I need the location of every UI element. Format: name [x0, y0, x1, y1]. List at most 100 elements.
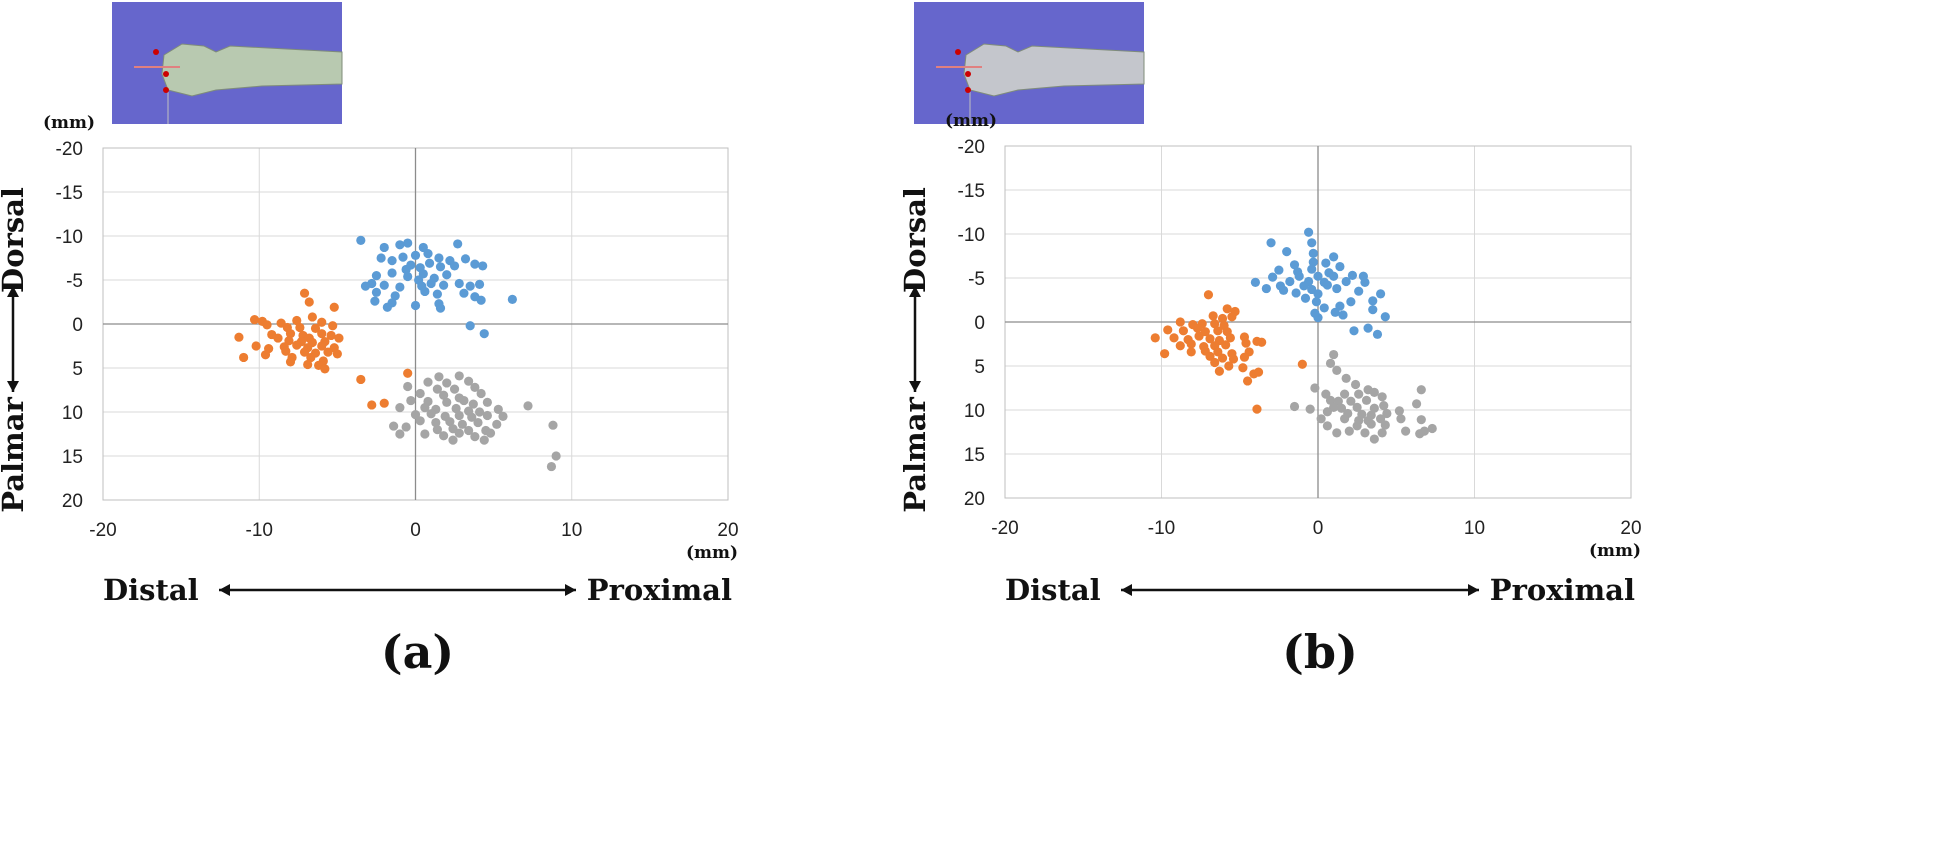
vertical-double-arrow-b — [909, 286, 921, 392]
data-point-blue — [1347, 270, 1358, 280]
y-tick-label: 5 — [974, 357, 985, 378]
data-point-blue — [460, 254, 471, 264]
data-point-blue — [474, 279, 485, 289]
y-tick-label: 20 — [964, 489, 985, 510]
data-point-blue — [478, 261, 488, 271]
y-tick-label: -20 — [958, 137, 985, 158]
data-point-gray — [470, 382, 480, 392]
data-point-gray — [546, 461, 557, 472]
data-point-orange — [1227, 312, 1237, 322]
data-point-gray — [479, 435, 489, 445]
data-point-orange — [1208, 311, 1218, 321]
data-point-blue — [370, 296, 380, 306]
data-point-orange — [356, 374, 366, 385]
y-tick-label: 0 — [72, 315, 83, 336]
data-point-gray — [1340, 389, 1350, 399]
data-point-orange — [317, 317, 327, 327]
y-tick-label: 5 — [72, 359, 83, 380]
data-point-gray — [439, 390, 449, 400]
data-point-orange — [303, 359, 313, 370]
data-point-orange — [1150, 333, 1160, 343]
data-point-orange — [403, 368, 413, 378]
data-point-blue — [1330, 307, 1340, 317]
proximal-label-b: Proximal — [1490, 573, 1635, 607]
caption-b: (b) — [1282, 625, 1358, 679]
data-point-blue — [1329, 252, 1339, 262]
data-point-orange — [367, 400, 377, 410]
y-tick-label: -15 — [56, 183, 83, 204]
horizontal-double-arrow-b — [1121, 584, 1479, 596]
data-point-orange — [1205, 334, 1215, 344]
data-point-gray — [1316, 414, 1326, 424]
data-point-gray — [464, 425, 474, 436]
data-point-blue — [470, 259, 480, 269]
data-point-gray — [1401, 426, 1411, 436]
data-point-gray — [420, 403, 430, 413]
data-point-gray — [1369, 434, 1379, 444]
data-point-gray — [442, 378, 452, 388]
data-point-blue — [1360, 277, 1370, 287]
data-point-blue — [1349, 326, 1359, 336]
data-point-blue — [403, 271, 413, 282]
y-tick-label: 10 — [964, 401, 985, 422]
data-point-gray — [459, 395, 469, 406]
data-point-orange — [307, 312, 317, 322]
data-point-gray — [485, 428, 496, 438]
data-point-orange — [1186, 339, 1196, 349]
data-point-gray — [1344, 426, 1354, 436]
y-unit-label-b: (mm) — [945, 111, 997, 131]
data-point-orange — [1194, 331, 1204, 341]
data-point-orange — [304, 297, 314, 307]
data-point-blue — [1307, 238, 1317, 248]
x-tick-label: 10 — [561, 520, 582, 541]
data-point-orange — [1210, 319, 1220, 329]
x-tick-label: 0 — [410, 520, 421, 541]
data-point-blue — [1363, 323, 1373, 333]
data-point-blue — [1278, 285, 1289, 295]
data-point-orange — [1239, 352, 1250, 362]
data-point-blue — [387, 268, 397, 278]
data-point-orange — [299, 288, 310, 298]
data-point-orange — [334, 333, 344, 343]
data-point-blue — [1372, 329, 1383, 339]
data-point-orange — [281, 346, 291, 356]
data-point-blue — [382, 302, 392, 312]
data-point-orange — [1297, 359, 1307, 369]
data-point-blue — [356, 235, 366, 245]
data-point-blue — [387, 256, 397, 266]
data-point-blue — [432, 289, 442, 299]
palmar-label-a: Palmar — [0, 396, 30, 512]
data-point-gray — [457, 419, 467, 429]
data-point-blue — [1299, 281, 1309, 291]
data-point-blue — [1368, 305, 1378, 315]
data-point-gray — [1340, 414, 1350, 424]
x-tick-label: -20 — [991, 518, 1018, 539]
data-point-orange — [262, 320, 272, 330]
data-point-blue — [1313, 289, 1323, 299]
data-point-blue — [465, 281, 475, 291]
y-tick-label: 15 — [62, 447, 83, 468]
data-point-blue — [379, 280, 389, 290]
data-point-blue — [410, 300, 421, 311]
data-point-orange — [1224, 361, 1234, 371]
data-point-blue — [371, 271, 382, 281]
chart-panel-a: -20 -15 -10 -5 0 5 10 15 20 -20 -10 0 10 20 (mm) (mm… — [0, 2, 739, 679]
data-point-gray — [442, 397, 452, 407]
data-point-orange — [1238, 363, 1248, 373]
x-tick-label: 0 — [1313, 518, 1324, 539]
data-point-gray — [415, 416, 425, 426]
data-point-orange — [1160, 349, 1170, 359]
data-point-blue — [454, 278, 464, 289]
data-point-blue — [1266, 238, 1276, 248]
y-tick-label: -15 — [958, 181, 985, 202]
data-point-gray — [1366, 419, 1376, 429]
data-point-gray — [482, 410, 492, 421]
data-point-orange — [317, 341, 327, 351]
data-point-gray — [1394, 406, 1404, 416]
data-point-gray — [1350, 379, 1361, 390]
data-point-blue — [1289, 260, 1300, 270]
data-point-gray — [1341, 373, 1351, 383]
x-unit-label-a: (mm) — [686, 543, 738, 563]
data-point-orange — [1241, 338, 1251, 348]
data-point-orange — [1225, 333, 1235, 343]
